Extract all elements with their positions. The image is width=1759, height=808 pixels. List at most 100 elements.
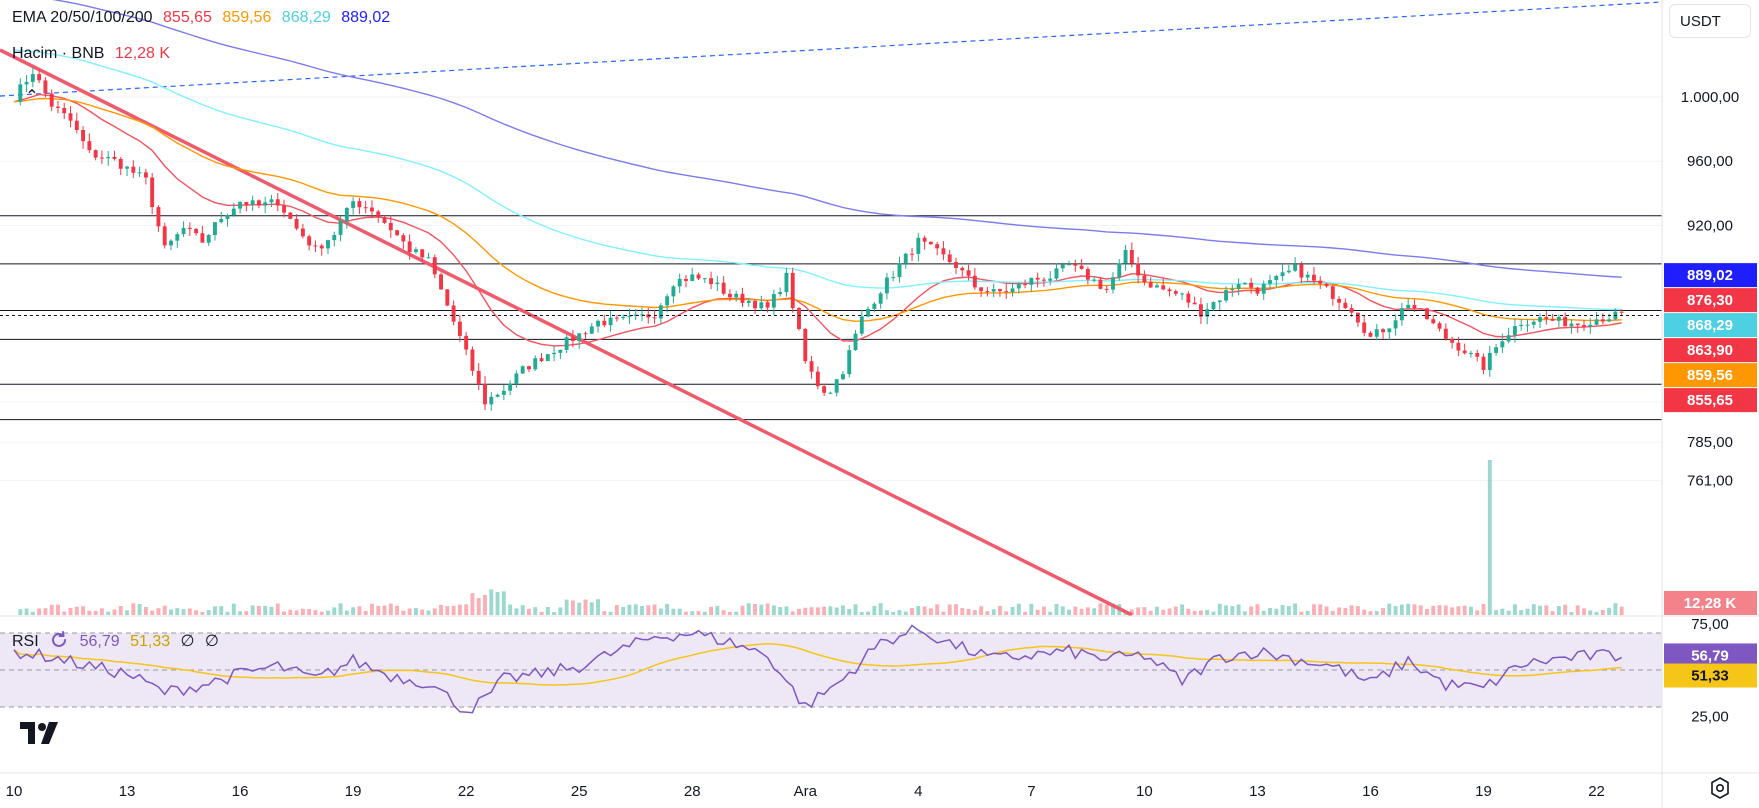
candle — [564, 334, 569, 354]
descending-trend-line[interactable] — [0, 48, 1133, 617]
candle — [206, 233, 211, 246]
candle — [1280, 264, 1285, 281]
volume-bar — [1456, 606, 1461, 615]
volume-bar — [558, 607, 563, 615]
candle — [1443, 323, 1448, 341]
candle — [1217, 300, 1222, 310]
candle — [1619, 309, 1624, 316]
volume-bar — [1362, 609, 1367, 615]
candle-body — [407, 241, 412, 253]
ema100-line — [13, 49, 1622, 311]
candle-body — [1180, 293, 1185, 295]
candle — [702, 277, 707, 284]
candle — [150, 172, 155, 215]
volume-bar — [1582, 608, 1586, 615]
volume-bar — [1098, 603, 1103, 615]
candle-body — [1117, 263, 1122, 278]
candle-body — [432, 257, 437, 275]
candle — [125, 165, 129, 177]
candle — [859, 309, 864, 336]
candle-body — [558, 349, 563, 353]
ema-legend[interactable]: EMA 20/50/100/200 855,65 859,56 868,29 8… — [12, 9, 396, 27]
volume-bar — [1544, 605, 1549, 615]
volume-bar — [106, 611, 111, 615]
candle-body — [1286, 270, 1291, 273]
candle — [972, 268, 977, 290]
volume-bar — [790, 611, 795, 615]
candle-body — [658, 305, 663, 319]
candle — [677, 273, 682, 293]
main-pane[interactable] — [0, 0, 1663, 617]
candle-body — [665, 296, 670, 306]
tradingview-logo-icon[interactable] — [18, 718, 64, 748]
volume-bar — [665, 603, 670, 615]
candle-body — [99, 157, 104, 159]
volume-bar — [1607, 607, 1612, 615]
candle-body — [891, 277, 896, 279]
candle-body — [1393, 320, 1398, 329]
candle-body — [175, 234, 180, 241]
candle-body — [1600, 319, 1605, 322]
candle — [665, 293, 670, 313]
candle — [658, 303, 663, 325]
candle-body — [1462, 350, 1467, 354]
rsi-band-lines — [0, 632, 1662, 708]
rsi-badge: 56,79 — [1664, 643, 1757, 668]
volume-bar — [1180, 604, 1185, 615]
candle — [18, 78, 23, 106]
candle — [263, 196, 268, 214]
candle-body — [640, 314, 644, 316]
refresh-icon[interactable] — [49, 630, 69, 650]
candle-body — [162, 226, 167, 246]
volume-bar — [1067, 609, 1071, 615]
candle — [596, 319, 600, 333]
candle — [671, 285, 676, 304]
volume-bar — [1393, 606, 1398, 615]
time-tick-label: 22 — [458, 783, 475, 800]
time-tick-label: 28 — [684, 783, 701, 800]
time-axis[interactable]: 10 13 16 19 22 25 28 Ara 4 7 10 13 16 19 22 — [6, 783, 1605, 800]
volume-bar — [464, 604, 469, 615]
volume-bar — [169, 609, 173, 615]
currency-button[interactable]: USDT — [1669, 4, 1751, 38]
volume-bar — [37, 608, 42, 615]
candle-body — [1085, 268, 1090, 280]
volume-bar — [1148, 610, 1153, 615]
candle-body — [784, 272, 789, 293]
candle-body — [457, 321, 462, 336]
settings-gear-icon[interactable] — [1708, 776, 1732, 800]
volume-legend-title: Hacim · BNB — [12, 45, 105, 62]
candle — [43, 77, 48, 98]
rsi-axis[interactable]: 75,00 25,00 56,79 51,33 — [1664, 616, 1757, 726]
price-badge-bg — [1664, 263, 1757, 288]
candle — [809, 356, 814, 379]
candle — [1230, 284, 1235, 297]
rsi-legend[interactable]: RSI 56,79 51,33 ∅ ∅ — [12, 630, 225, 651]
candle-body — [702, 278, 707, 280]
collapse-legend-icon[interactable]: ⌃ — [25, 86, 39, 105]
candle-body — [1054, 268, 1059, 279]
volume-bar — [1211, 611, 1216, 615]
candle — [960, 266, 965, 277]
rsi-pane[interactable] — [0, 624, 1662, 714]
candle — [1129, 242, 1134, 268]
candle-body — [903, 253, 908, 264]
volume-bar — [903, 611, 908, 615]
candle-body — [1330, 286, 1335, 299]
candle — [1525, 319, 1530, 333]
volume-bar — [1186, 608, 1191, 615]
volume-bar — [972, 610, 977, 615]
candle-body — [1481, 356, 1486, 370]
volume-bar — [947, 604, 952, 615]
candle-body — [401, 235, 406, 242]
candle — [118, 156, 123, 176]
upper-dashed-trend-line[interactable] — [0, 1, 1663, 97]
candle — [68, 106, 73, 128]
candle — [1437, 321, 1442, 332]
volume-bar — [815, 607, 820, 615]
volume-legend[interactable]: Hacim · BNB 12,28 K — [12, 45, 176, 63]
candle-body — [18, 84, 23, 102]
candle — [175, 232, 180, 248]
candle-body — [56, 106, 60, 108]
